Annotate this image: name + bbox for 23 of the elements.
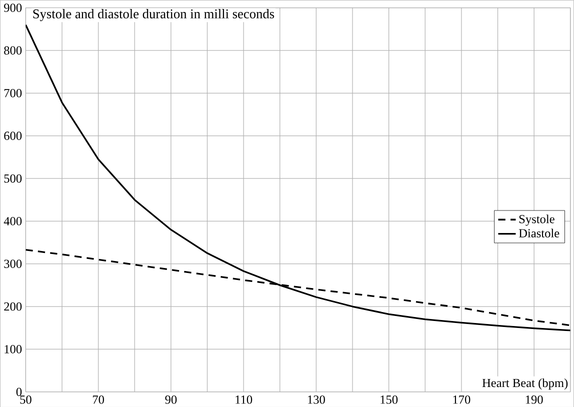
- x-tick-label: 170: [453, 395, 470, 404]
- y-tick-label: 200: [4, 302, 22, 310]
- x-tick-label: 130: [308, 395, 325, 404]
- chart-title: Systole and diastole duration in milli seconds: [33, 8, 274, 21]
- legend-label: Systole: [519, 214, 554, 226]
- legend-label: Diastole: [518, 228, 560, 238]
- line-series: [26, 24, 570, 332]
- y-tick-label: 100: [4, 344, 22, 354]
- y-tick-label: 800: [4, 46, 22, 54]
- y-tick-label: 300: [4, 259, 22, 268]
- x-tick-label: 150: [380, 395, 398, 404]
- x-tick-label: 190: [526, 395, 543, 404]
- y-tick-label: 0: [16, 388, 22, 396]
- x-tick-label: 110: [236, 395, 252, 404]
- y-tick-label: 900: [4, 3, 22, 12]
- x-tick-label: 50: [20, 395, 32, 404]
- x-tick-label: 90: [165, 395, 177, 404]
- x-tick-label: 70: [92, 395, 104, 404]
- y-tick-label: 500: [4, 174, 22, 182]
- y-tick-label: 400: [4, 216, 22, 226]
- x-axis-title: Heart Beat (bpm): [482, 378, 568, 390]
- y-tick-label: 600: [4, 131, 22, 140]
- y-tick-label: 700: [4, 88, 22, 98]
